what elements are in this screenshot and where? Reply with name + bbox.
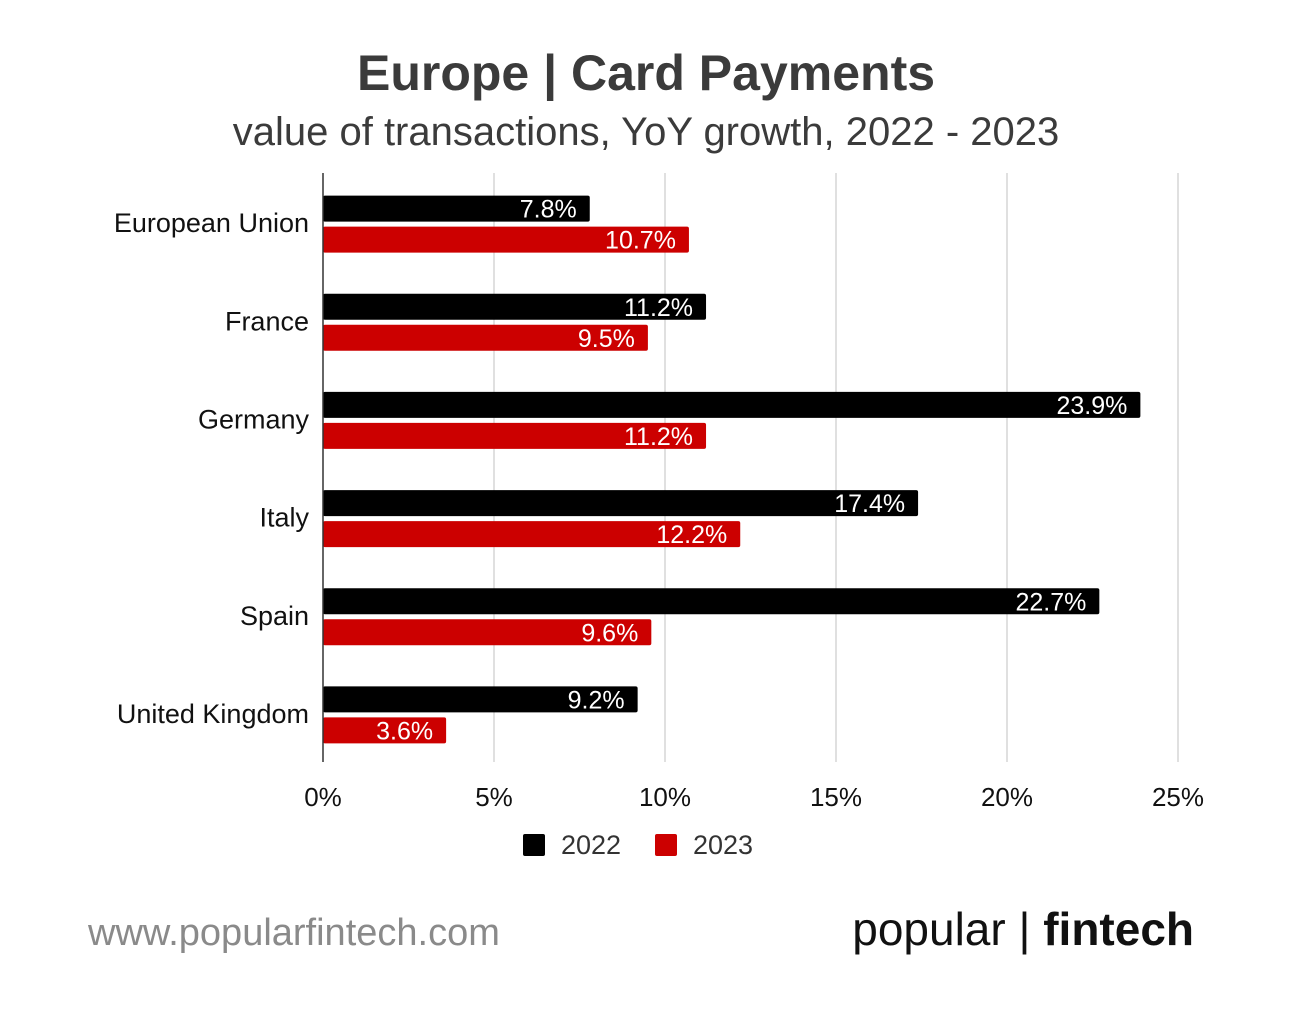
bar-2023 [323, 324, 648, 351]
category-label: Germany [198, 404, 310, 434]
category-label: Italy [259, 503, 309, 533]
data-label: 11.2% [624, 294, 693, 322]
category-label: United Kingdom [117, 699, 309, 729]
bar-2022 [323, 293, 707, 320]
data-label: 7.8% [520, 196, 577, 224]
legend-swatch-2022 [523, 834, 545, 856]
data-label: 23.9% [1056, 392, 1127, 420]
bar-2023 [323, 226, 689, 253]
bar-2022 [323, 588, 1100, 615]
x-tick-label: 5% [475, 782, 513, 812]
legend-swatch-2023 [655, 834, 677, 856]
legend-label-2023: 2023 [693, 830, 753, 860]
data-label: 3.6% [376, 717, 433, 745]
brand-word-fintech: fintech [1043, 903, 1194, 955]
bar-2023 [323, 422, 707, 449]
x-tick-label: 15% [810, 782, 862, 812]
bar-2023 [323, 717, 447, 744]
data-label: 11.2% [624, 423, 693, 451]
brand-word-popular: popular [852, 903, 1006, 955]
bar-2023 [323, 521, 741, 548]
chart-title: Europe | Card Payments [356, 45, 936, 101]
brand-logo: popular | fintech [852, 902, 1194, 956]
bar-2022 [323, 686, 638, 713]
x-tick-label: 10% [639, 782, 691, 812]
data-label: 9.5% [578, 325, 635, 353]
data-label: 9.6% [581, 619, 638, 647]
category-label: European Union [114, 208, 309, 238]
bar-2022 [323, 391, 1141, 418]
category-label: France [225, 306, 309, 336]
bar-2022 [323, 490, 919, 517]
bar-2023 [323, 619, 652, 646]
x-tick-label: 25% [1152, 782, 1204, 812]
legend-label-2022: 2022 [561, 830, 621, 860]
x-tick-label: 20% [981, 782, 1033, 812]
data-label: 10.7% [605, 227, 676, 255]
footer-url: www.popularfintech.com [88, 912, 500, 954]
chart-subtitle: value of transactions, YoY growth, 2022 … [232, 110, 1060, 154]
bar-2022 [323, 195, 590, 222]
data-label: 22.7% [1015, 588, 1086, 616]
data-label: 17.4% [834, 490, 905, 518]
data-label: 9.2% [568, 686, 625, 714]
category-label: Spain [240, 601, 309, 631]
x-tick-label: 0% [304, 782, 342, 812]
brand-separator: | [1018, 903, 1031, 955]
data-label: 12.2% [656, 521, 727, 549]
